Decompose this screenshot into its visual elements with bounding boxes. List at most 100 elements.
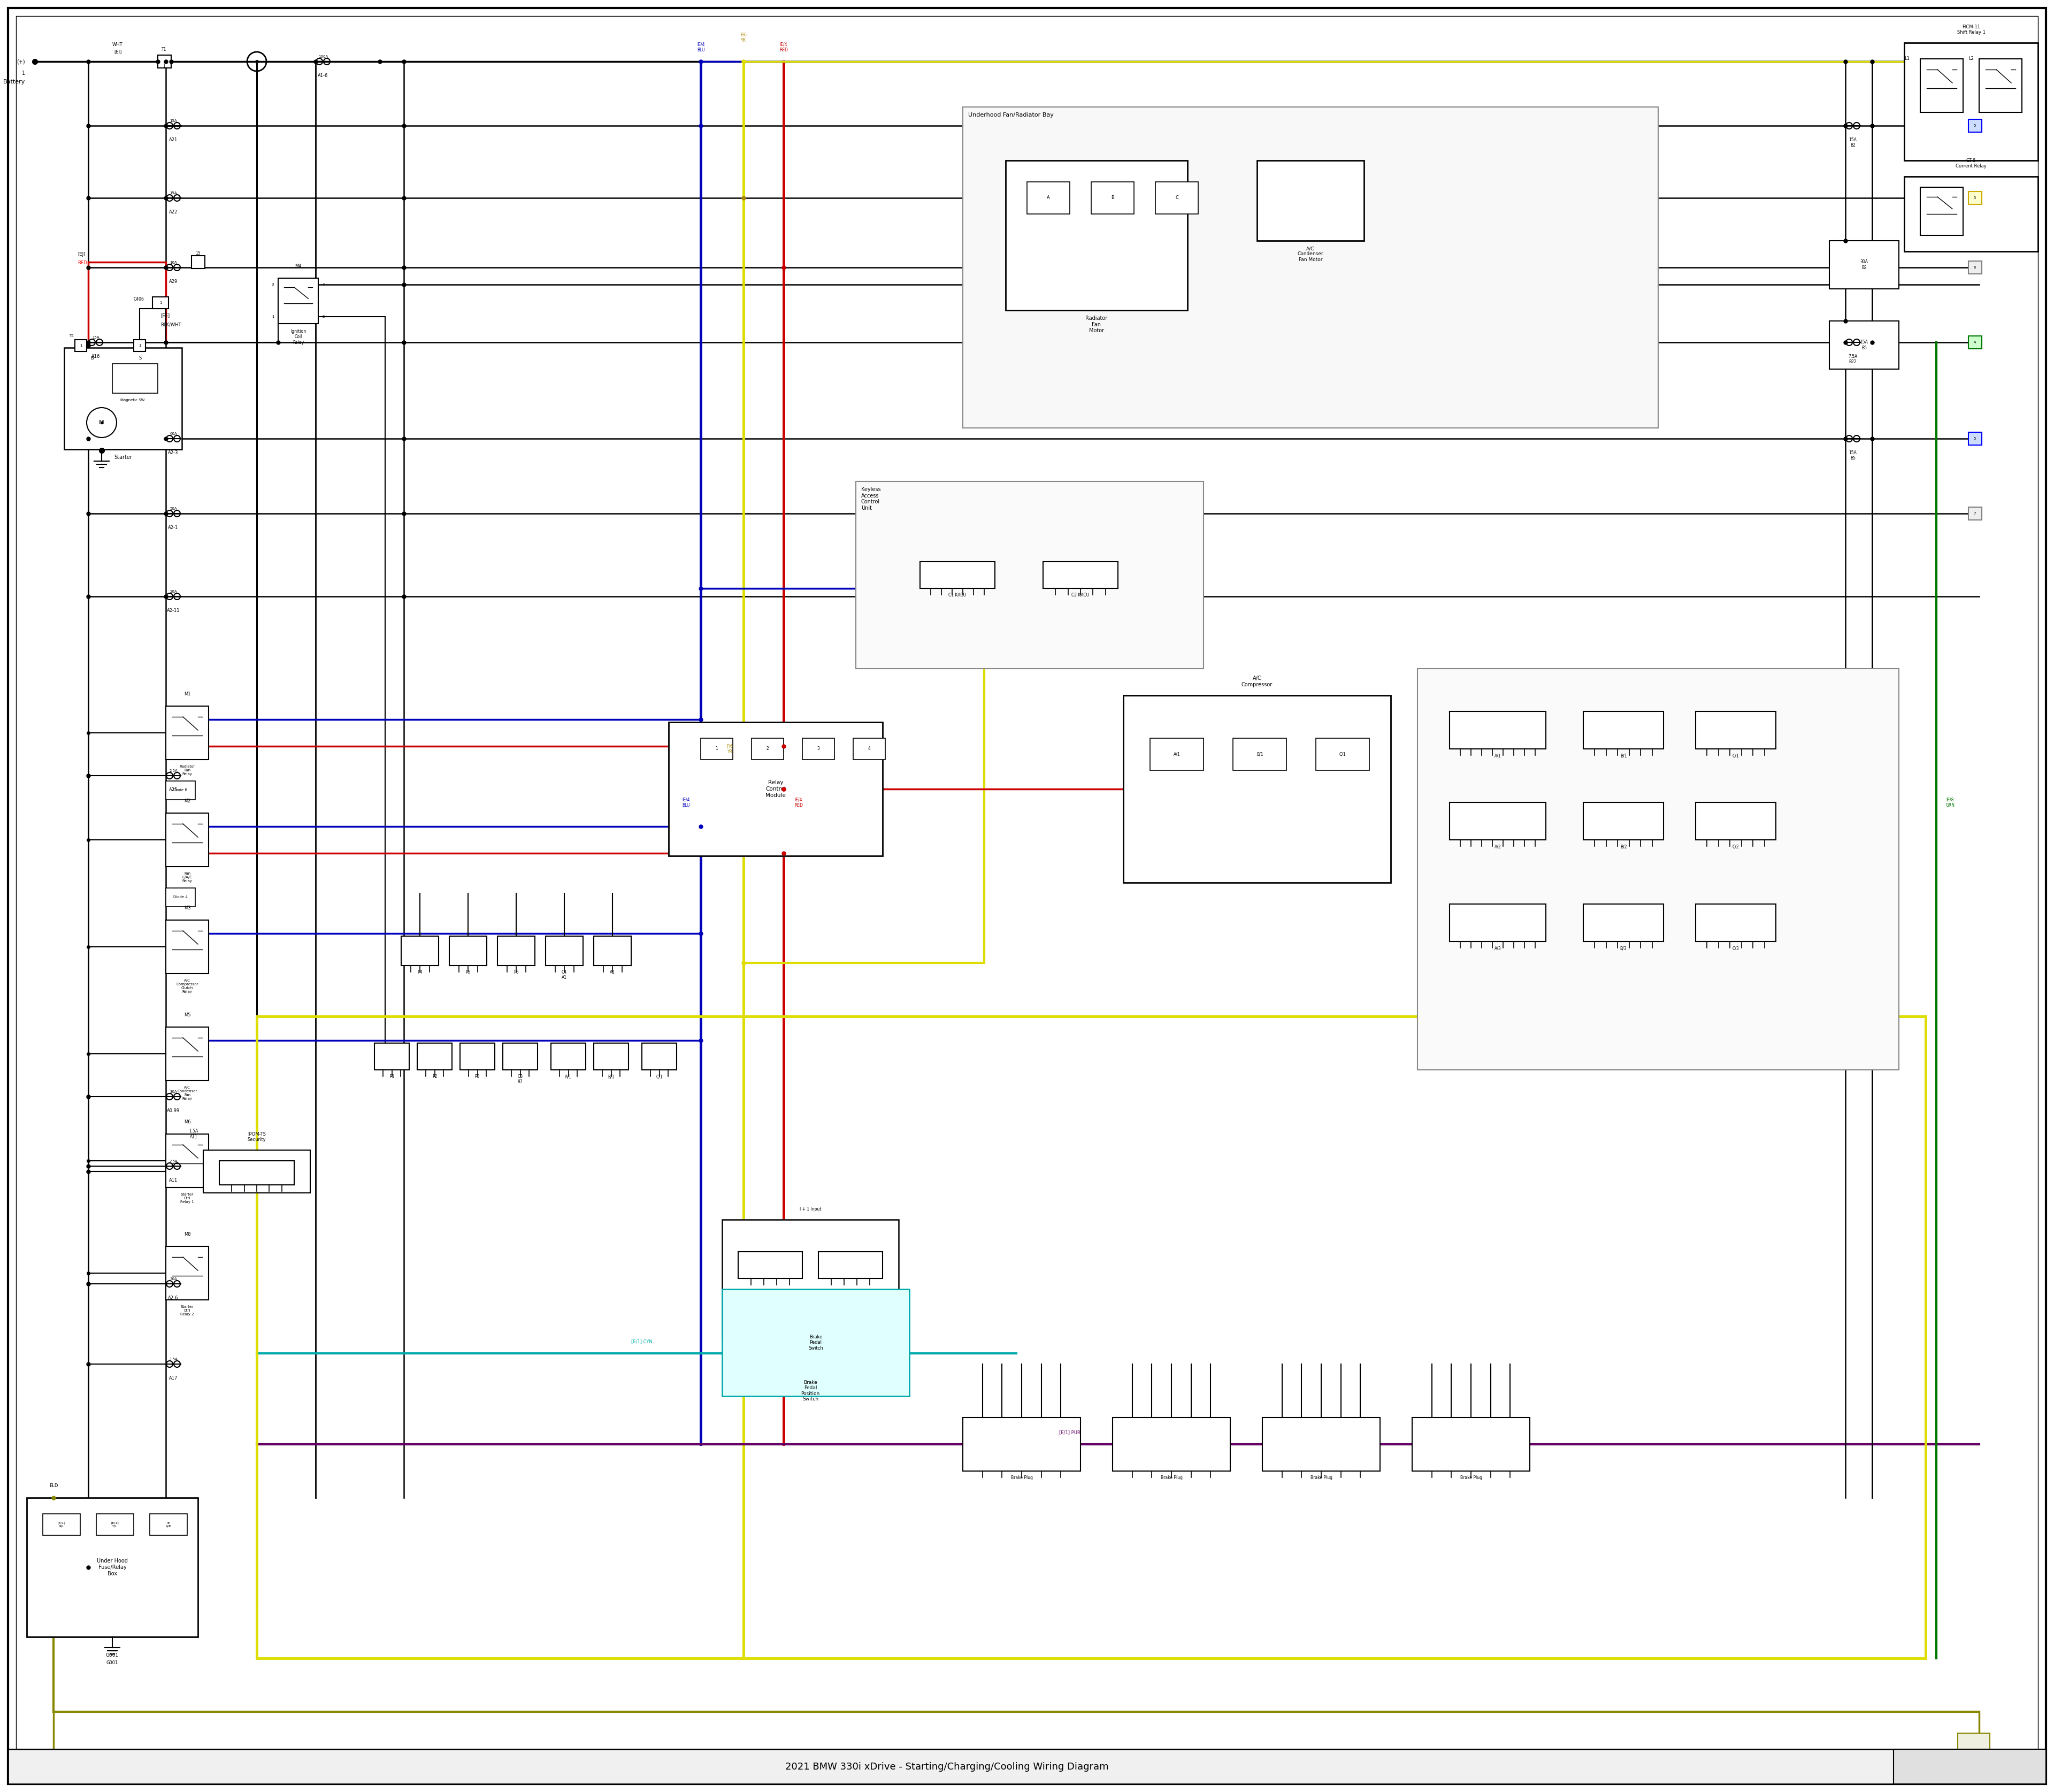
Bar [594,1043,629,1070]
Text: 15A
B2: 15A B2 [1849,138,1857,149]
Text: IE/4
BLU: IE/4 BLU [696,41,705,52]
Text: IE
A/P: IE A/P [166,1521,170,1527]
Bar [417,1043,452,1070]
Text: IE/4
RED: IE/4 RED [795,797,803,808]
Text: C/3: C/3 [1732,946,1740,950]
Text: C2 KACU: C2 KACU [1072,593,1089,597]
Bar [1257,161,1364,240]
Text: IE/4
RED: IE/4 RED [778,41,789,52]
Text: M3: M3 [185,905,191,910]
Text: Underhood Fan/Radiator Bay: Underhood Fan/Radiator Bay [967,113,1054,118]
Text: 6: 6 [1974,265,1976,269]
Bar [150,1514,187,1536]
Text: 15A
B5: 15A B5 [1861,340,1867,349]
Bar [1027,181,1070,213]
Bar [1091,181,1134,213]
Text: 3: 3 [817,747,820,751]
Text: A16: A16 [90,355,101,358]
Text: P1: P1 [390,1073,394,1079]
Text: A0.99: A0.99 [166,1109,181,1113]
Text: B: B [90,357,94,360]
Text: Diode 4: Diode 4 [173,896,187,898]
Text: C1 KACU: C1 KACU [949,593,965,597]
Text: A/1: A/1 [1495,753,1501,758]
Text: 15A: 15A [170,192,177,195]
Text: C: C [1175,195,1179,201]
Text: Starter
Ctrl
Relay 1: Starter Ctrl Relay 1 [181,1193,193,1204]
Bar [8,1749,2046,1785]
Bar [1006,161,1187,310]
Bar [166,919,210,973]
Text: Fan
C/A/C
Relay: Fan C/A/C Relay [183,873,193,883]
Text: [E/1] CYN: [E/1] CYN [631,1339,653,1344]
Text: 2.5A: 2.5A [168,769,177,772]
Bar [963,1417,1080,1471]
Text: Ignition
Coil
Relay: Ignition Coil Relay [290,330,306,344]
Text: A2-6: A2-6 [168,1296,179,1301]
Bar [737,1253,803,1278]
Bar [1584,711,1664,749]
Text: 4: 4 [1974,340,1976,344]
Text: A/2: A/2 [1495,844,1501,849]
Text: Brake Plug: Brake Plug [1011,1475,1033,1480]
Text: M: M [99,419,105,425]
Text: 1: 1 [138,344,142,348]
Bar [1968,507,1982,520]
Text: P4: P4 [417,969,423,975]
Text: B/1: B/1 [608,1073,614,1079]
Bar [113,364,158,392]
Text: ELD: ELD [49,1484,58,1487]
Bar [1957,1733,1990,1754]
Text: Diode B: Diode B [173,788,187,792]
Bar [64,348,183,450]
Text: 2021 BMW 330i xDrive - Starting/Charging/Cooling Wiring Diagram: 2021 BMW 330i xDrive - Starting/Charging… [852,1762,1202,1772]
Text: 2.5A: 2.5A [168,1159,177,1163]
Bar [1584,903,1664,941]
Text: WHT: WHT [113,41,123,47]
Bar [220,1161,294,1185]
Text: 4: 4 [322,283,325,287]
Bar [152,297,168,308]
Bar [277,278,318,324]
Bar [1980,59,2021,113]
Text: A22: A22 [168,210,177,215]
Bar [166,1134,210,1188]
Bar [1450,711,1547,749]
Bar [450,935,487,966]
Bar [1150,738,1204,771]
Text: A2-11: A2-11 [166,607,181,613]
Text: 100A: 100A [318,56,329,59]
Text: Keyless
Access
Control
Unit: Keyless Access Control Unit [861,487,881,511]
Text: 1: 1 [160,301,162,305]
Text: 7: 7 [1974,513,1976,514]
Text: G001: G001 [107,1661,119,1665]
Text: M2: M2 [185,799,191,803]
Text: C406: C406 [134,297,144,301]
Text: 1.5A: 1.5A [168,1358,177,1360]
Text: 30A: 30A [170,1090,177,1093]
Text: GT-5
Current Relay: GT-5 Current Relay [1955,158,1986,168]
Text: C/1: C/1 [1339,753,1345,756]
Text: 2: 2 [766,747,768,751]
Text: [EI]: [EI] [113,50,121,54]
Bar [1697,903,1777,941]
Bar [1830,321,1898,369]
Text: C/1: C/1 [1732,753,1740,758]
Text: C4
A1: C4 A1 [561,969,567,980]
Bar [1697,711,1777,749]
Text: M4: M4 [294,263,302,269]
Text: 30A: 30A [170,1278,177,1281]
Text: 1: 1 [271,315,273,319]
Bar [700,738,733,760]
Bar [166,706,210,760]
Bar [8,1749,2046,1785]
Text: A29: A29 [168,280,177,285]
Text: Brake
Pedal
Position
Switch: Brake Pedal Position Switch [801,1380,820,1401]
Text: A/C
Condenser
Fan Motor: A/C Condenser Fan Motor [1298,246,1323,262]
Text: A1: A1 [610,969,614,975]
Text: Brake
Pedal
Switch: Brake Pedal Switch [809,1335,824,1351]
Bar [920,561,994,588]
Text: 50A: 50A [170,507,177,511]
Text: S: S [140,357,142,360]
Bar [1904,43,2038,161]
